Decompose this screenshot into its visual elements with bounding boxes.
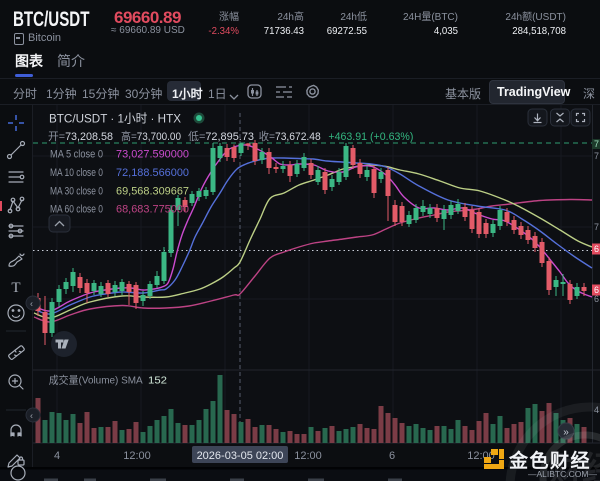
svg-text:收=73,672.48: 收=73,672.48 (259, 129, 321, 143)
svg-text:MA 10 close 0: MA 10 close 0 (50, 167, 103, 179)
svg-text:‹: ‹ (30, 411, 33, 421)
svg-text:6: 6 (594, 294, 599, 304)
svg-text:2026-03-05 02:00: 2026-03-05 02:00 (197, 450, 284, 462)
svg-text:6: 6 (594, 285, 599, 295)
svg-text:4: 4 (594, 405, 599, 415)
svg-text:‹: ‹ (30, 299, 33, 309)
svg-text:4: 4 (54, 450, 60, 462)
svg-text:12:00: 12:00 (123, 450, 151, 462)
svg-text:MA 30 close 0: MA 30 close 0 (50, 186, 103, 198)
svg-text:68,683.775000: 68,683.775000 (116, 204, 189, 216)
svg-text:—ALIBTC.COM—: —ALIBTC.COM— (528, 469, 597, 479)
svg-text:7: 7 (594, 151, 599, 161)
svg-text:7: 7 (594, 139, 599, 149)
svg-text:低=72,895.73: 低=72,895.73 (188, 130, 254, 143)
svg-text:成交量(Volume) SMA: 成交量(Volume) SMA (49, 374, 143, 387)
svg-text:7: 7 (594, 222, 599, 232)
svg-text:73,027.590000: 73,027.590000 (116, 149, 189, 161)
svg-text:+463.91 (+0.63%): +463.91 (+0.63%) (328, 131, 413, 143)
svg-text:BTC/USDT · 1小时 · HTX: BTC/USDT · 1小时 · HTX (49, 112, 181, 126)
svg-text:152: 152 (148, 375, 167, 387)
svg-text:开=73,208.58: 开=73,208.58 (48, 131, 113, 143)
svg-text:69,568.309667: 69,568.309667 (116, 186, 189, 198)
svg-text:金色财经: 金色财经 (508, 449, 591, 472)
svg-text:MA 5 close 0: MA 5 close 0 (50, 149, 103, 161)
svg-text:6: 6 (389, 450, 395, 462)
svg-text:72,188.566000: 72,188.566000 (116, 167, 189, 179)
svg-text:MA 60 close 0: MA 60 close 0 (50, 204, 103, 216)
svg-text:财经: 财经 (548, 451, 600, 481)
svg-text:»: » (563, 427, 569, 438)
svg-text:6: 6 (594, 244, 599, 254)
svg-text:高=73,700.00: 高=73,700.00 (121, 129, 181, 143)
svg-text:T: T (11, 280, 20, 296)
svg-text:12:00: 12:00 (294, 450, 322, 462)
